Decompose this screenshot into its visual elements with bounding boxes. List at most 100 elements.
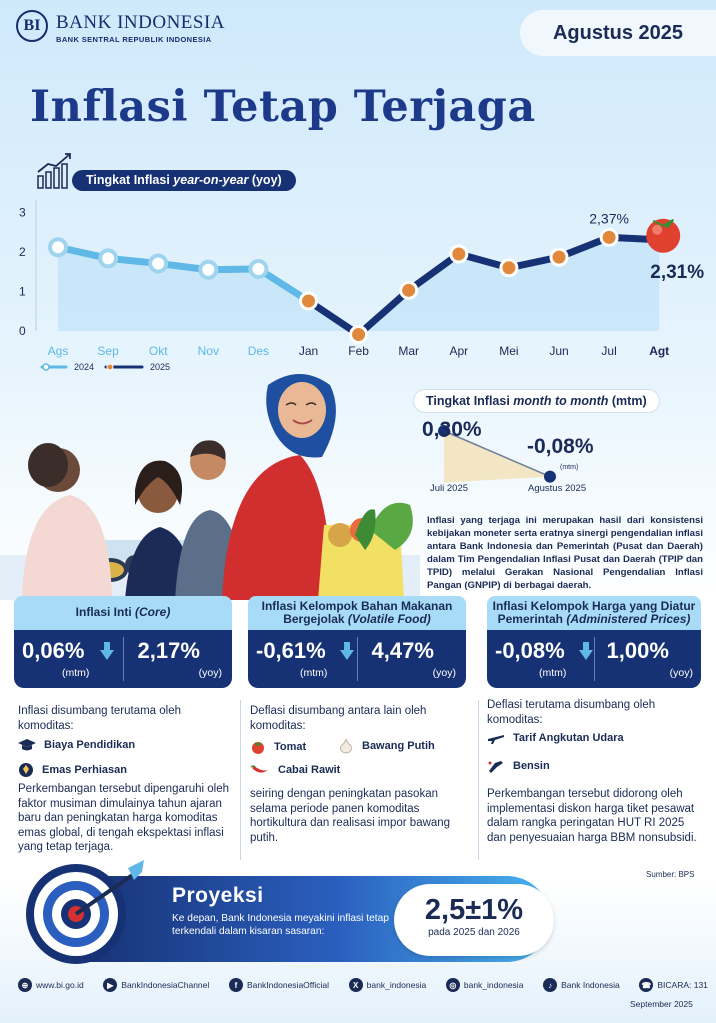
bar-chart-icon [37, 153, 71, 189]
y-tick-label: 3 [19, 206, 26, 220]
x-tick-label: Apr [449, 344, 468, 358]
x-tick-label: Okt [149, 344, 168, 358]
vf-item-1-label: Tomat [274, 741, 307, 753]
garlic-icon [340, 738, 352, 754]
card-ap-yoy-value: 1,00% [606, 638, 669, 663]
card-vf-mtm-unit: (mtm) [300, 667, 328, 679]
vf-item-2-label: Bawang Putih [362, 740, 435, 752]
footer-bicara-text: BICARA: 131 [657, 980, 708, 990]
yoy-title-italic: year-on-year [173, 173, 249, 187]
point-2025 [299, 291, 318, 311]
card-vf-yoy-unit: (yoy) [432, 667, 456, 679]
vf-note: seiring dengan peningkatan pasokan selam… [250, 788, 451, 844]
footer-website[interactable]: ⊕ www.bi.go.id [18, 978, 84, 992]
card-core: Inflasi Inti (Core) 0,06% (mtm) 2,17% (y… [14, 596, 232, 688]
description-text: Inflasi yang terjaga ini merupakan hasil… [427, 515, 703, 591]
card-vf-mtm-value: -0,61% [256, 638, 326, 663]
card-vf-yoy-value: 4,47% [371, 638, 434, 663]
yoy-line-chart: 0 1 2 3 Ags Sep Okt Nov Des Jan Feb Mar Apr Mei Jun Jul… [19, 200, 704, 358]
card-core-title: Inflasi Inti (Core) [14, 596, 232, 630]
annotation-jul: 2,37% [589, 210, 629, 226]
point-2025 [549, 247, 569, 267]
card-ap-title: Inflasi Kelompok Harga yang Diatur Pemer… [487, 596, 701, 630]
point-2024 [248, 258, 269, 279]
chart-legend: 2024 2025 [40, 362, 170, 372]
point-2025 [349, 325, 369, 345]
x-tick-label: Jan [299, 344, 318, 358]
mtm-title-italic: month to month [513, 394, 609, 408]
globe-icon: ⊕ [18, 978, 32, 992]
mtm-line-chart [438, 425, 556, 483]
footer-youtube[interactable]: ▶ BankIndonesiaChannel [103, 978, 209, 992]
card-core-mtm: 0,06% (mtm) [14, 630, 123, 688]
footer-instagram-text: bank_indonesia [463, 980, 524, 990]
card-ap-title-text: Inflasi Kelompok Harga yang Diatur Pemer… [492, 598, 696, 626]
projection-value: 2,5±1% [424, 894, 524, 926]
x-tick-label: Des [248, 344, 269, 358]
yoy-chart-title: Tingkat Inflasi year-on-year (yoy) [72, 170, 296, 191]
facebook-icon: f [228, 978, 243, 992]
ap-item-1-label: Tarif Angkutan Udara [513, 732, 624, 744]
card-vf-yoy: 4,47% (yoy) [358, 630, 467, 688]
vf-item-3-label: Cabai Rawit [278, 764, 341, 776]
tomato-highlight [652, 224, 663, 235]
footer-website-text: www.bi.go.id [36, 980, 84, 990]
arrow-down-icon [579, 642, 593, 660]
x-tick-label: Jun [549, 344, 568, 358]
footer-facebook-text: BankIndonesiaOfficial [246, 980, 329, 990]
footer-youtube-text: BankIndonesiaChannel [121, 980, 210, 990]
footer-bicara[interactable]: ☎ BICARA: 131 [639, 978, 708, 992]
ap-item-2-label: Bensin [513, 760, 550, 772]
legend-label-2025: 2025 [150, 362, 171, 372]
footer-tiktok[interactable]: ♪ Bank Indonesia [543, 978, 620, 992]
footer-x-text: bank_indonesia [366, 980, 427, 990]
logo-name: BANK INDONESIA [56, 12, 226, 33]
card-ap-title-italic: (Administered Prices) [566, 612, 691, 626]
core-intro: Inflasi disumbang terutama oleh komodita… [18, 705, 182, 732]
chili-icon [250, 765, 268, 773]
core-note: Perkembangan tersebut dipengaruhi oleh f… [18, 783, 229, 853]
x-tick-label: Sep [97, 344, 119, 358]
card-administered: Inflasi Kelompok Harga yang Diatur Pemer… [487, 596, 701, 688]
footer: ⊕ www.bi.go.id ▶ BankIndonesiaChannel f Ban… [18, 978, 708, 992]
point-2025 [499, 258, 519, 278]
y-tick-label: 1 [19, 285, 26, 299]
card-ap-yoy: 1,00% (yoy) [595, 630, 702, 688]
footer-facebook[interactable]: f BankIndonesiaOfficial [228, 978, 329, 992]
mtm-label-jul: Juli 2025 [430, 483, 469, 494]
x-tick-label: Agt [649, 344, 669, 358]
vf-item-1: Tomat [250, 740, 306, 754]
area-fill [58, 237, 660, 335]
x-tick-label: Feb [348, 344, 369, 358]
core-item-2-label: Emas Perhiasan [42, 764, 127, 776]
ap-note: Perkembangan tersebut didorong oleh impl… [487, 788, 697, 844]
card-ap-mtm-value: -0,08% [495, 638, 565, 663]
period-badge: Agustus 2025 [520, 10, 716, 56]
x-tick-label: Mar [398, 344, 419, 358]
seller-woman [22, 443, 112, 600]
mtm-point-agt [544, 470, 556, 483]
tiktok-icon: ♪ [543, 978, 558, 992]
point-2024 [48, 237, 68, 258]
mtm-value-jul: 0,30% [422, 418, 482, 441]
mtm-title-text: Tingkat Inflasi [426, 394, 514, 408]
card-vf-title: Inflasi Kelompok Bahan Makanan Bergejola… [248, 596, 466, 630]
tomato-stem [652, 218, 674, 229]
graduation-cap-icon [18, 739, 36, 751]
shopper-woman [222, 374, 336, 600]
vf-item-2: Bawang Putih [338, 738, 435, 754]
card-vf-title-text: Inflasi Kelompok Bahan Makanan Bergejola… [261, 598, 453, 626]
mtm-chart-title: Tingkat Inflasi month to month (mtm) [414, 390, 659, 412]
point-2025 [399, 280, 419, 300]
footer-instagram[interactable]: ◎ bank_indonesia [445, 978, 524, 992]
market-illustration [0, 374, 420, 600]
card-vf-title-italic: (Volatile Food) [347, 612, 431, 626]
column-divider [478, 700, 479, 860]
card-vf-mtm: -0,61% (mtm) [248, 630, 357, 688]
x-tick-label: Ags [48, 344, 69, 358]
projection-pill [394, 884, 554, 956]
instagram-icon: ◎ [445, 978, 460, 992]
yoy-title-text: Tingkat Inflasi [86, 173, 174, 187]
projection-title: Proyeksi [172, 884, 264, 907]
